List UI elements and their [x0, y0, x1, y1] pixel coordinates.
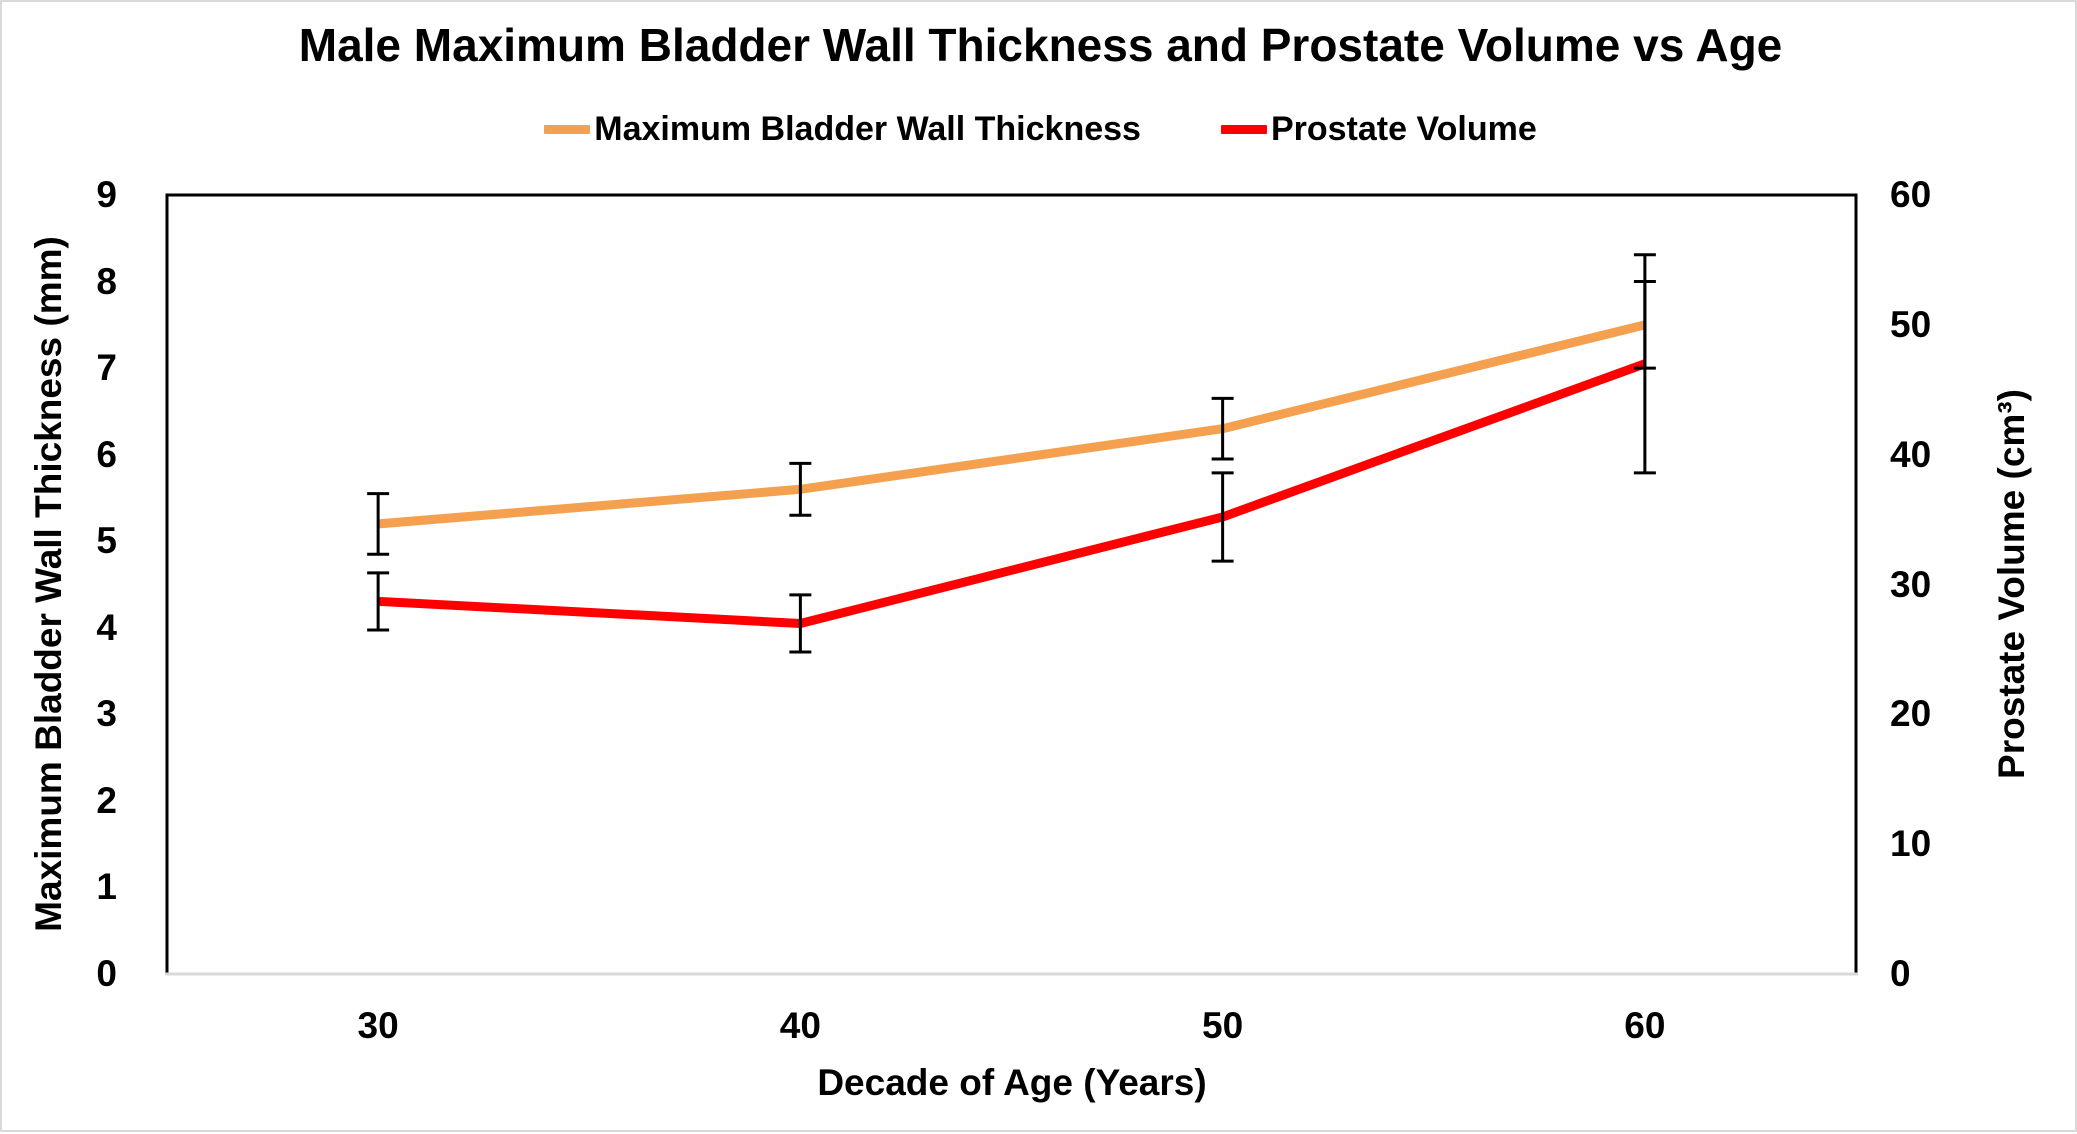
legend-label-bladder-wall-thickness: Maximum Bladder Wall Thickness	[594, 110, 1141, 148]
left-axis-tick-3: 3	[96, 693, 117, 735]
x-axis-tick-60: 60	[1624, 1005, 1666, 1046]
left-axis-tick-9: 9	[96, 174, 117, 215]
legend-label-prostate-volume: Prostate Volume	[1270, 110, 1537, 148]
right-axis-tick-60: 60	[1890, 174, 1932, 215]
right-axis-tick-0: 0	[1890, 953, 1911, 994]
x-axis-tick-50: 50	[1202, 1005, 1244, 1046]
right-axis-tick-20: 20	[1890, 693, 1932, 735]
left-axis-tick-0: 0	[96, 953, 117, 994]
legend-item-prostate-volume: Prostate Volume	[1220, 110, 1537, 149]
right-axis-tick-30: 30	[1890, 563, 1932, 605]
left-axis-tick-6: 6	[96, 433, 117, 475]
left-axis-tick-5: 5	[96, 520, 117, 562]
legend: Maximum Bladder Wall Thickness Prostate …	[2, 110, 2077, 149]
plot-border	[165, 193, 1858, 974]
left-axis-title: Maximum Bladder Wall Thickness (mm)	[28, 236, 69, 932]
left-axis-tick-2: 2	[96, 779, 117, 821]
right-axis-tick-10: 10	[1890, 823, 1932, 865]
legend-item-bladder-wall-thickness: Maximum Bladder Wall Thickness	[544, 110, 1141, 149]
left-axis-tick-7: 7	[96, 347, 117, 389]
series-line-bladder-wall-thickness	[377, 320, 1646, 529]
chart-title: Male Maximum Bladder Wall Thickness and …	[298, 19, 1783, 71]
right-axis-tick-50: 50	[1890, 303, 1932, 345]
left-axis-tick-1: 1	[96, 866, 117, 908]
legend-swatch-bladder-wall-thickness	[544, 125, 591, 134]
legend-swatch-prostate-volume	[1220, 125, 1267, 134]
left-axis-tick-8: 8	[96, 260, 117, 302]
right-axis-title: Prostate Volume (cm³)	[1991, 389, 2032, 779]
series-line-prostate-volume	[377, 359, 1647, 628]
x-axis-tick-40: 40	[779, 1005, 821, 1046]
x-axis-tick-30: 30	[357, 1005, 399, 1046]
x-axis-title: Decade of Age (Years)	[817, 1062, 1207, 1103]
left-axis-tick-4: 4	[96, 606, 117, 648]
right-axis-tick-40: 40	[1890, 433, 1932, 475]
